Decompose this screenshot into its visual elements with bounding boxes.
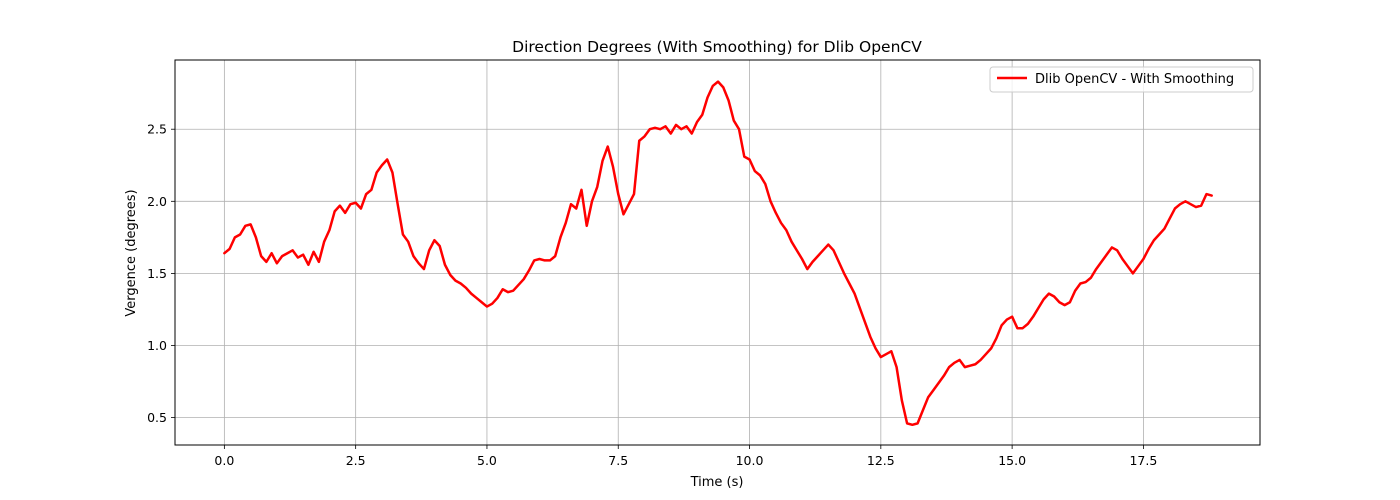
legend-box [989, 66, 1254, 93]
chart-title: Direction Degrees (With Smoothing) for D… [512, 38, 922, 56]
x-tick-label: 17.5 [1129, 453, 1157, 468]
legend-label: Dlib OpenCV - With Smoothing [1035, 72, 1234, 87]
series-layer [223, 80, 1213, 427]
y-axis-label: Vergence (degrees) [124, 189, 139, 316]
x-tick-labels: 0.0 2.5 5.0 7.5 10.0 12.5 15.0 17.5 [214, 453, 1157, 468]
x-tick-label: 10.0 [736, 453, 764, 468]
x-tick-label: 0.0 [214, 453, 234, 468]
y-tick-label: 2.5 [147, 122, 167, 137]
x-axis-label: Time (s) [690, 475, 744, 490]
x-tick-label: 2.5 [346, 453, 366, 468]
x-tick-label: 12.5 [867, 453, 895, 468]
x-tick-label: 5.0 [477, 453, 497, 468]
y-tick-label: 1.5 [147, 266, 167, 281]
series-line [223, 80, 1213, 427]
y-tick-label: 0.5 [147, 410, 167, 425]
grid-lines [175, 60, 1260, 445]
y-tick-label: 1.0 [147, 338, 167, 353]
x-tick-label: 15.0 [998, 453, 1026, 468]
legend: Dlib OpenCV - With Smoothing [989, 66, 1254, 93]
axis-ticks [171, 128, 1144, 449]
plot-area [175, 60, 1260, 445]
plot-frame [174, 59, 1261, 446]
y-tick-label: 2.0 [147, 194, 167, 209]
x-tick-label: 7.5 [608, 453, 628, 468]
y-tick-labels: 0.5 1.0 1.5 2.0 2.5 [147, 122, 167, 425]
